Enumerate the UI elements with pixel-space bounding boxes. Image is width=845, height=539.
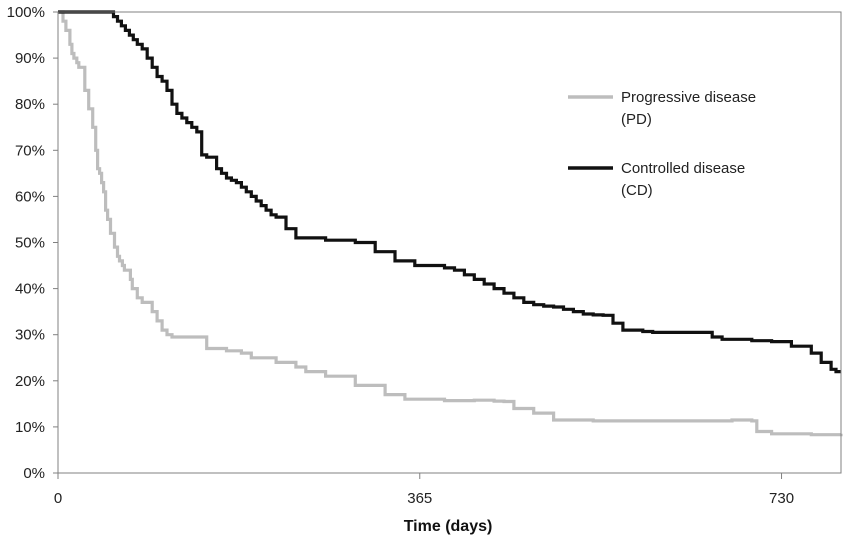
series-line-controlled-disease [58, 10, 841, 374]
y-tick-label: 90% [15, 50, 45, 67]
y-tick-label: 40% [15, 281, 45, 298]
legend-label: Progressive disease [621, 89, 756, 106]
x-axis-tick-labels: 0 365 730 [54, 490, 794, 507]
y-tick-label: 80% [15, 96, 45, 113]
y-axis-ticks [53, 11, 58, 474]
y-tick-label: 20% [15, 373, 45, 390]
y-tick-label: 0% [23, 465, 45, 482]
legend: Progressive disease (PD) Controlled diseas… [568, 89, 756, 199]
y-tick-label: 70% [15, 142, 45, 159]
x-axis-ticks [57, 473, 783, 479]
x-tick-label: 0 [54, 490, 62, 507]
y-axis-tick-labels: 0% 10% 20% 30% 40% 50% 60% 70% 80% 90% 100% [7, 4, 45, 482]
series-line-progressive-disease [58, 10, 843, 437]
y-tick-label: 30% [15, 327, 45, 344]
legend-label: (CD) [621, 182, 653, 199]
y-tick-label: 100% [7, 4, 45, 21]
legend-label: (PD) [621, 111, 652, 128]
x-axis-title: Time (days) [404, 518, 493, 535]
x-tick-label: 730 [769, 490, 794, 507]
legend-label: Controlled disease [621, 160, 745, 177]
y-tick-label: 10% [15, 419, 45, 436]
y-tick-label: 50% [15, 235, 45, 252]
plot-area-frame [57, 11, 842, 474]
y-tick-label: 60% [15, 188, 45, 205]
series-lines [58, 10, 843, 437]
x-tick-label: 365 [407, 490, 432, 507]
